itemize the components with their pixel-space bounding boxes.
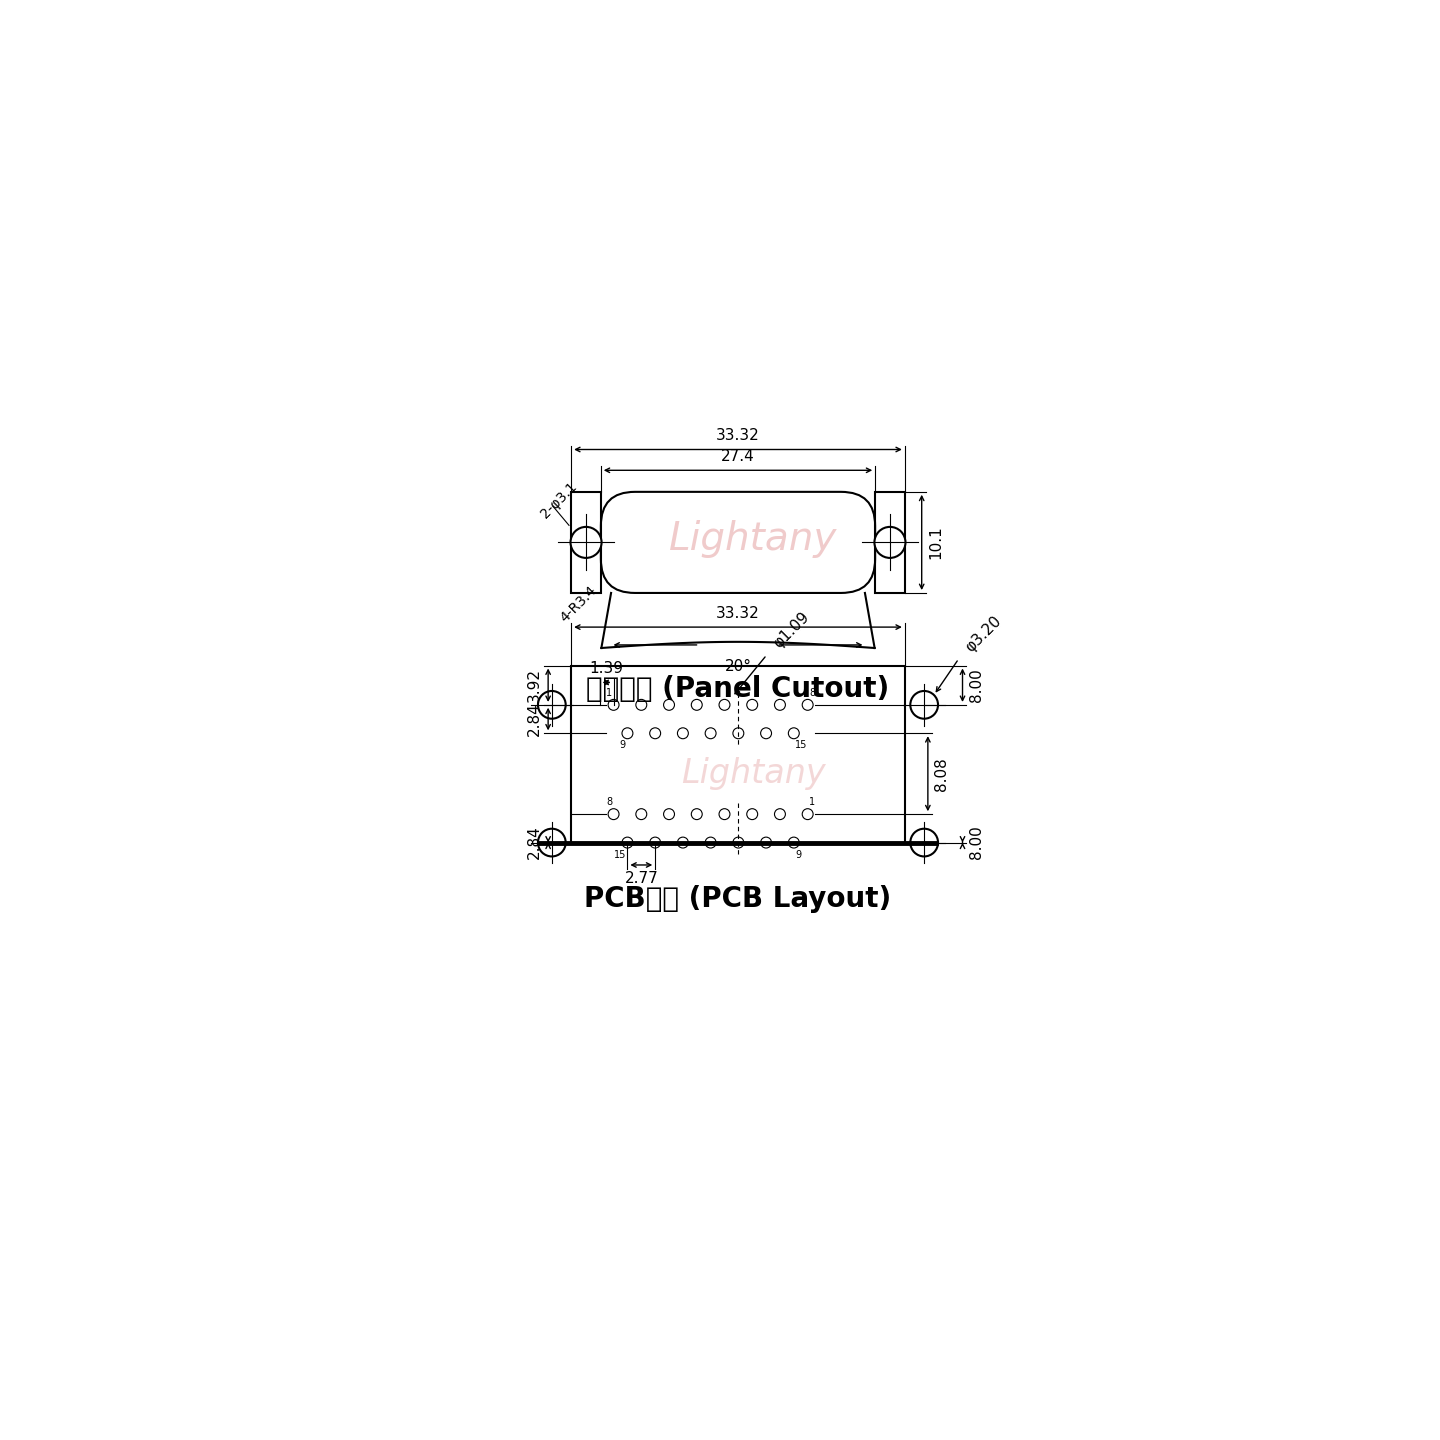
Text: 8.00: 8.00 (969, 668, 984, 703)
Text: 10.1: 10.1 (927, 526, 943, 559)
Circle shape (788, 837, 799, 848)
Circle shape (760, 727, 772, 739)
Circle shape (788, 727, 799, 739)
Text: PCB布局 (PCB Layout): PCB布局 (PCB Layout) (585, 886, 891, 913)
Text: 9: 9 (795, 850, 802, 860)
Text: Lightany: Lightany (670, 520, 838, 557)
Circle shape (802, 809, 814, 819)
Circle shape (719, 700, 730, 710)
Circle shape (802, 700, 814, 710)
Circle shape (570, 527, 602, 557)
Circle shape (636, 809, 647, 819)
Text: 3.92: 3.92 (527, 668, 541, 703)
Text: 15: 15 (613, 850, 626, 860)
Circle shape (608, 809, 619, 819)
Text: 1: 1 (809, 798, 815, 808)
Circle shape (733, 837, 744, 848)
Text: 33.32: 33.32 (716, 428, 760, 444)
Text: 8: 8 (809, 688, 815, 698)
Text: 20°: 20° (724, 658, 752, 674)
Circle shape (691, 809, 703, 819)
Text: φ3.20: φ3.20 (963, 613, 1004, 655)
Circle shape (719, 809, 730, 819)
Circle shape (677, 837, 688, 848)
Text: 1: 1 (606, 688, 612, 698)
Circle shape (664, 809, 674, 819)
Circle shape (691, 700, 703, 710)
Circle shape (775, 809, 785, 819)
Text: 2.77: 2.77 (625, 871, 658, 886)
Circle shape (677, 727, 688, 739)
Circle shape (649, 727, 661, 739)
Circle shape (622, 837, 634, 848)
Text: 2-φ3.1: 2-φ3.1 (539, 480, 580, 521)
Circle shape (733, 727, 744, 739)
Text: 8.00: 8.00 (969, 825, 984, 860)
Text: 9: 9 (619, 740, 626, 750)
Bar (572, 665, 904, 842)
Circle shape (664, 700, 674, 710)
Circle shape (706, 837, 716, 848)
Circle shape (747, 809, 757, 819)
Circle shape (706, 727, 716, 739)
Text: 面板开孔 (Panel Cutout): 面板开孔 (Panel Cutout) (586, 675, 890, 703)
Text: 1.39: 1.39 (589, 661, 624, 677)
Bar (876, 492, 904, 593)
Text: 15: 15 (795, 740, 808, 750)
Circle shape (760, 837, 772, 848)
Text: 27.4: 27.4 (721, 449, 755, 464)
Text: φ1.09: φ1.09 (770, 609, 812, 651)
Circle shape (775, 700, 785, 710)
Text: 8.08: 8.08 (935, 757, 949, 791)
Circle shape (608, 700, 619, 710)
Circle shape (747, 700, 757, 710)
Text: 33.32: 33.32 (716, 606, 760, 621)
Circle shape (649, 837, 661, 848)
Text: 2.84: 2.84 (527, 825, 541, 860)
Circle shape (636, 700, 647, 710)
Text: Lightany: Lightany (681, 757, 825, 791)
Bar (572, 492, 600, 593)
Circle shape (874, 527, 906, 557)
Text: 2.84: 2.84 (527, 703, 541, 736)
Circle shape (622, 727, 634, 739)
Text: 4-R3.4: 4-R3.4 (557, 583, 599, 625)
Text: 8: 8 (606, 798, 612, 808)
